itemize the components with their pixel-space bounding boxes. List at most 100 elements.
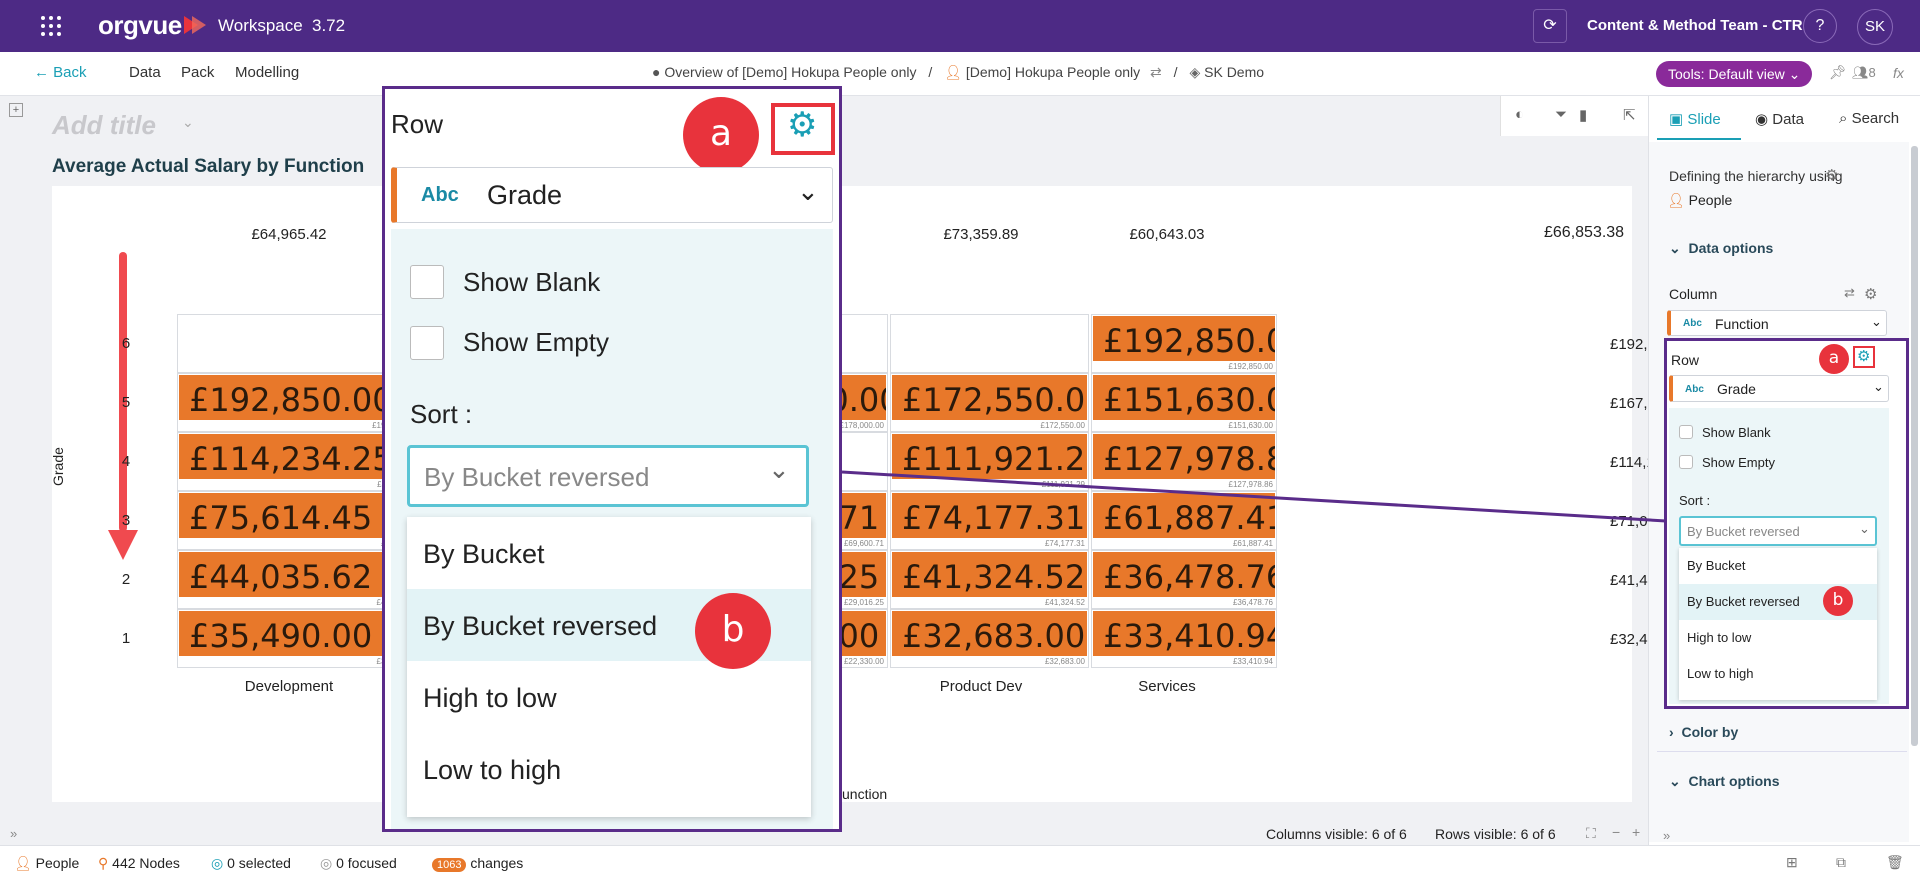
hierarchy-value[interactable]: 👤︎ People [1667,192,1732,209]
back-link[interactable]: ← Back [34,64,87,81]
gear-icon[interactable]: ⚙ [1864,286,1878,303]
value-block[interactable]: £111,921.29 [892,434,1087,479]
sort-option-high-to-low[interactable]: High to low [1687,630,1752,645]
delete-icon[interactable]: 🗑︎ [1886,854,1904,870]
tab-slide-label: Slide [1687,111,1721,128]
breadcrumb-item-slide[interactable]: SK Demo [1204,64,1265,80]
zoom-show-blank-checkbox[interactable] [410,265,444,299]
tab-search[interactable]: ⌕ Search [1839,110,1899,127]
app-grid-icon[interactable] [40,15,62,37]
people-count[interactable]: 👥︎8 [1852,65,1876,81]
tab-slide[interactable]: ▣ Slide [1669,110,1721,128]
chevron-down-icon: ⌄ [1859,521,1870,536]
expand-icon[interactable]: » [10,826,18,841]
status-nodes[interactable]: ⚲ 442 Nodes [98,855,180,872]
zoom-row-value: Grade [487,180,563,210]
add-title-input[interactable]: Add title [52,110,156,140]
row-label: 6 [121,335,131,352]
zoom-show-empty-checkbox[interactable] [410,326,444,360]
column-select[interactable]: Abc Function ⌄ [1667,310,1887,336]
value-block[interactable]: £172,550.00 [892,375,1087,420]
chevron-down-icon[interactable]: ⌄ [182,114,194,130]
breadcrumb-item-dataset[interactable]: [Demo] Hokupa People only [965,64,1141,80]
zoomed-row-settings-callout: Row a ⚙ Abc Grade ⌄ Show Blank Show Empt… [382,86,842,832]
chart-options-header[interactable]: ⌄ Chart options [1669,773,1780,790]
menu-modelling[interactable]: Modelling [235,64,300,81]
zoom-sort-option-by-bucket[interactable]: By Bucket [423,539,545,569]
team-name[interactable]: Content & Method Team - CTR [1587,17,1803,34]
sort-option-by-bucket[interactable]: By Bucket [1687,558,1746,573]
fullscreen-icon[interactable]: ⛶ [1586,825,1596,841]
zoom-out-icon[interactable]: − [1612,824,1621,840]
zoom-sort-option-low-to-high[interactable]: Low to high [423,755,562,785]
pin-icon[interactable]: 📌︎ [1829,64,1847,80]
value-block[interactable]: £127,978.86 [1093,434,1275,479]
tab-search-label: Search [1851,110,1900,127]
value-block[interactable]: £192,850.00 [179,375,403,420]
collapse-panel-icon[interactable]: » [1663,828,1671,843]
tools-dropdown[interactable]: Tools: Default view ⌄ [1656,61,1813,87]
sort-select[interactable]: By Bucket reversed ⌄ [1679,516,1877,546]
zoom-row-select[interactable]: Abc Grade ⌄ [391,167,833,223]
help-button[interactable]: ? [1803,9,1837,43]
chevron-right-icon: › [1669,724,1674,740]
status-focused[interactable]: ◎ 0 focused [320,855,397,872]
panel-scrollbar[interactable] [1911,146,1918,746]
data-options-label: Data options [1688,240,1774,256]
value-block[interactable]: £41,324.52 [892,552,1087,597]
row-label: 2 [121,571,131,588]
value-block[interactable]: £61,887.41 [1093,493,1275,538]
zoom-gear-icon[interactable]: ⚙ [787,106,818,144]
value-sublabel: £41,324.52 [1044,598,1085,607]
value-block[interactable]: £75,614.45 [179,493,403,538]
swap-icon[interactable]: ⇄ [1844,285,1855,300]
value-block[interactable]: £36,478.76 [1093,552,1275,597]
tab-data[interactable]: ◉ Data [1755,110,1804,128]
refresh-button[interactable]: ⟳ [1533,9,1567,43]
status-changes[interactable]: 1063 changes [432,855,523,872]
grid-cell[interactable] [890,314,1089,373]
columns-visible: Columns visible: 6 of 6 [1266,826,1407,842]
value-block[interactable]: £35,490.00 [179,611,403,656]
user-avatar[interactable]: SK [1857,9,1893,45]
value-block[interactable]: £44,035.62 [179,552,403,597]
row-select[interactable]: Abc Grade ⌄ [1669,375,1889,402]
comment-icon[interactable]: ▮ [1579,107,1588,124]
status-people[interactable]: 👤︎ People [14,855,79,872]
duplicate-icon[interactable]: ⧉ [1836,854,1846,870]
value-block[interactable]: £32,683.00 [892,611,1087,656]
sort-label: Sort : [1679,493,1711,508]
data-options-header[interactable]: ⌄ Data options [1669,240,1773,257]
add-panel-icon[interactable]: + [9,103,23,117]
color-by-header[interactable]: › Color by [1669,724,1738,740]
menu-data[interactable]: Data [129,64,161,81]
value-block[interactable]: £33,410.94 [1093,611,1275,656]
filter-icon[interactable]: ⏷ [1555,106,1568,123]
sort-option-low-to-high[interactable]: Low to high [1687,666,1754,681]
gear-icon[interactable]: ⚙ [1825,167,1839,184]
export-icon[interactable]: ⇱ [1623,107,1636,124]
chevron-down-icon: ⌄ [1871,314,1882,329]
value-block[interactable]: £114,234.25 [179,434,403,479]
show-blank-label: Show Blank [1702,425,1771,440]
zoom-sort-option-high-to-low[interactable]: High to low [423,683,557,713]
breadcrumb-item-overview[interactable]: Overview of [Demo] Hokupa People only [664,64,917,80]
value-block[interactable]: £74,177.31 [892,493,1087,538]
value-block[interactable]: £151,630.00 [1093,375,1275,420]
value-block[interactable]: £192,850.00 [1093,316,1275,361]
layers-icon: ◈ [1189,64,1201,80]
fx-icon[interactable]: fx [1893,65,1904,81]
sort-options-list: By Bucket By Bucket reversed High to low… [1679,548,1877,700]
zoom-sort-select[interactable]: By Bucket reversed ⌄ [407,445,809,507]
status-selected[interactable]: ◎ 0 selected [211,855,291,872]
show-blank-checkbox[interactable] [1679,425,1693,439]
zoom-in-icon[interactable]: + [1632,824,1641,840]
menu-pack[interactable]: Pack [181,64,215,81]
value-sublabel: £127,978.86 [1228,480,1274,489]
show-empty-checkbox[interactable] [1679,455,1693,469]
gear-icon[interactable]: ⚙ [1857,348,1871,365]
add-slide-icon[interactable]: ⊞ [1786,854,1798,870]
slide-icon: ▣ [1669,111,1684,128]
grid-cell[interactable] [177,314,405,373]
palette-icon[interactable]: ◐ [1515,106,1525,123]
